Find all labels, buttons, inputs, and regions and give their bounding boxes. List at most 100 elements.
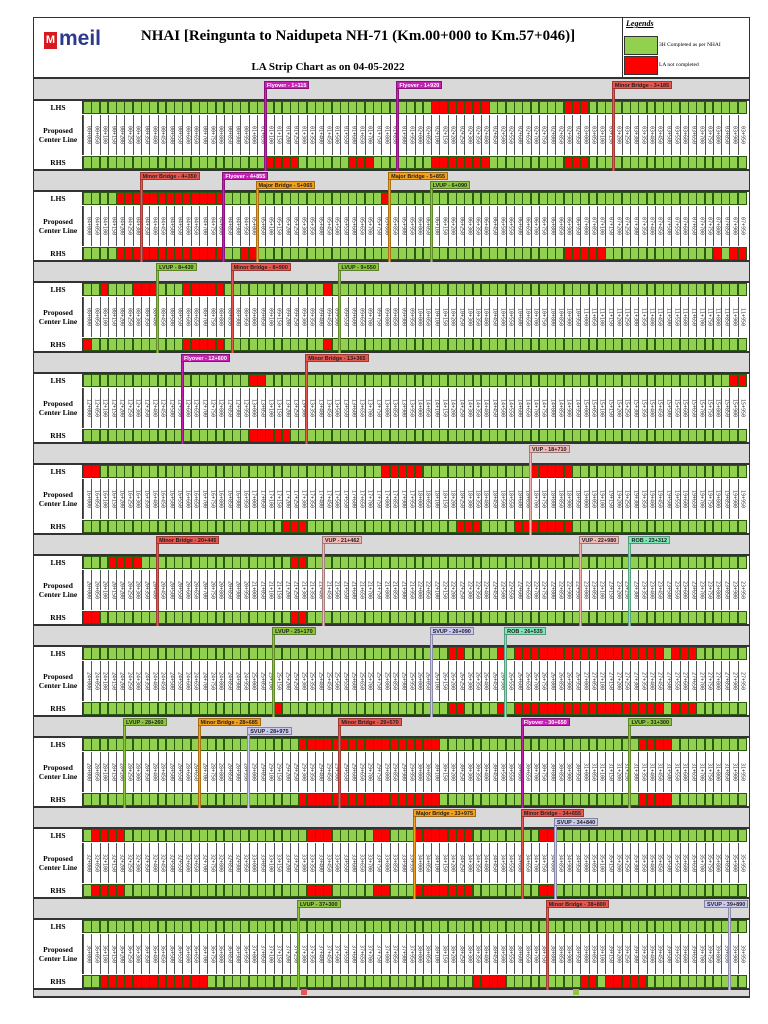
structure-marker-label: LVUP - 25+170 xyxy=(272,627,316,635)
chainage-label: 16+550 xyxy=(176,489,183,509)
chainage-cell: 05+450 xyxy=(323,206,331,246)
chainage-label: 11+900 xyxy=(731,307,738,327)
cell-completed xyxy=(737,465,747,478)
chainage-label: 23+150 xyxy=(607,580,614,600)
chainage-cell: 00+450 xyxy=(157,115,166,155)
chainage-label: 35+700 xyxy=(698,853,705,873)
chainage-label: 07+700 xyxy=(698,216,705,236)
chainage-label: 20+600 xyxy=(184,580,191,600)
chainage-cell: 24+600 xyxy=(182,661,191,701)
chainage-label: 27+100 xyxy=(598,671,605,691)
chainage-cell: 36+300 xyxy=(132,934,141,974)
chainage-label: 11+750 xyxy=(706,307,713,327)
chainage-cell: 24+700 xyxy=(199,661,207,701)
rhs-label: RHS xyxy=(34,702,83,715)
chainage-label: 10+750 xyxy=(540,307,547,327)
chainage-label: 29+900 xyxy=(400,762,407,782)
chainage-cell: 05+250 xyxy=(290,206,298,246)
chainage-label: 05+650 xyxy=(358,216,365,236)
chainage-label: 35+550 xyxy=(673,853,680,873)
chainage-cell: 27+100 xyxy=(596,661,605,701)
chainage-cell: 14+100 xyxy=(431,388,439,428)
cell-completed xyxy=(737,702,747,715)
chainage-cell: 01+850 xyxy=(389,115,398,155)
chainage-label: 05+350 xyxy=(308,216,315,236)
chainage-cell: 26+950 xyxy=(571,661,580,701)
rhs-label: RHS xyxy=(34,520,83,533)
chainage-cell: 31+600 xyxy=(679,752,688,792)
chainage-label: 23+100 xyxy=(598,580,605,600)
chainage-cell: 02+350 xyxy=(472,115,481,155)
structure-marker-label: Minor Bridge - 20+445 xyxy=(156,536,220,544)
chainage-label: 07+850 xyxy=(723,216,730,236)
chainage-cell: 10+050 xyxy=(422,297,431,337)
chainage-label: 24+000 xyxy=(85,671,92,691)
chainage-cell: 02+850 xyxy=(555,115,564,155)
chainage-cell: 30+500 xyxy=(497,752,506,792)
chainage-label: 05+100 xyxy=(267,216,274,236)
chainage-cell: 03+500 xyxy=(663,115,671,155)
chainage-label: 14+350 xyxy=(474,398,481,418)
cell-completed xyxy=(737,884,747,897)
chainage-label: 18+450 xyxy=(491,489,498,509)
chainage-label: 24+500 xyxy=(168,671,175,691)
lhs-row xyxy=(83,192,747,205)
chainage-cell: 20+050 xyxy=(91,570,99,610)
chainage-cell: 11+700 xyxy=(696,297,704,337)
chainage-label: 19+400 xyxy=(648,489,655,509)
chainage-label: 07+800 xyxy=(714,216,721,236)
legend-title: Legends xyxy=(626,19,654,28)
chainage-label: 18+500 xyxy=(499,489,506,509)
chainage-label: 25+150 xyxy=(275,671,282,691)
chainage-label: 36+650 xyxy=(192,944,199,964)
chainage-label: 31+200 xyxy=(615,762,622,782)
chainage-cell: 03+900 xyxy=(729,115,738,155)
chainage-label: 09+300 xyxy=(300,307,307,327)
chainage-cell: 27+850 xyxy=(721,661,729,701)
chainage-label: 20+800 xyxy=(217,580,224,600)
chainage-label: 09+350 xyxy=(308,307,315,327)
chainage-label: 11+000 xyxy=(582,307,589,327)
structure-marker-minor xyxy=(338,726,342,808)
chainage-cell: 05+400 xyxy=(315,206,323,246)
chainage-cell: 36+800 xyxy=(215,934,224,974)
center-line-label: Proposed Center Line xyxy=(34,843,83,883)
chainage-label: 09+900 xyxy=(400,307,407,327)
chainage-label: 38+350 xyxy=(474,944,481,964)
legend-label-completed: 3H Completed as per NHAI xyxy=(659,42,721,48)
strip-km-8: LHS Proposed Center Line RHS 08+000 08+050 08… xyxy=(34,263,749,353)
chainage-label: 02+700 xyxy=(532,125,539,145)
chainage-label: 13+200 xyxy=(284,398,291,418)
chainage-label: 13+800 xyxy=(383,398,390,418)
chainage-label: 06+450 xyxy=(491,216,498,236)
chainage-label: 24+550 xyxy=(176,671,183,691)
chainage-label: 14+000 xyxy=(416,398,423,418)
chainage-cell: 34+400 xyxy=(480,843,489,883)
chainage-label: 27+850 xyxy=(723,671,730,691)
chainage-label: 03+500 xyxy=(665,125,672,145)
chainage-label: 06+800 xyxy=(549,216,556,236)
chainage-label: 01+650 xyxy=(358,125,365,145)
chainage-cell: 06+300 xyxy=(464,206,472,246)
structure-marker-vup xyxy=(321,544,325,626)
chainage-cell: 20+650 xyxy=(190,570,199,610)
chainage-cell: 39+700 xyxy=(696,934,704,974)
chainage-label: 16+750 xyxy=(209,489,216,509)
chainage-label: 16+000 xyxy=(85,489,92,509)
legend-swatch-not-completed xyxy=(624,56,658,75)
structure-marker-rob xyxy=(628,544,632,626)
chainage-label: 19+150 xyxy=(607,489,614,509)
chainage-cell: 02+000 xyxy=(414,115,423,155)
chainage-label: 35+900 xyxy=(731,853,738,873)
chainage-cell: 24+750 xyxy=(207,661,215,701)
chainage-label: 13+000 xyxy=(250,398,257,418)
center-line-row: 28+000 28+050 28+100 28+150 28+200 28+250 28+3… xyxy=(83,752,746,792)
chainage-label: 09+650 xyxy=(358,307,365,327)
chainage-cell: 19+800 xyxy=(712,479,721,519)
chainage-cell: 11+900 xyxy=(729,297,738,337)
chainage-label: 15+500 xyxy=(665,398,672,418)
chainage-cell: 22+500 xyxy=(497,570,506,610)
chainage-cell: 16+750 xyxy=(207,479,215,519)
chainage-cell: 07+350 xyxy=(638,206,646,246)
chainage-label: 27+400 xyxy=(648,671,655,691)
